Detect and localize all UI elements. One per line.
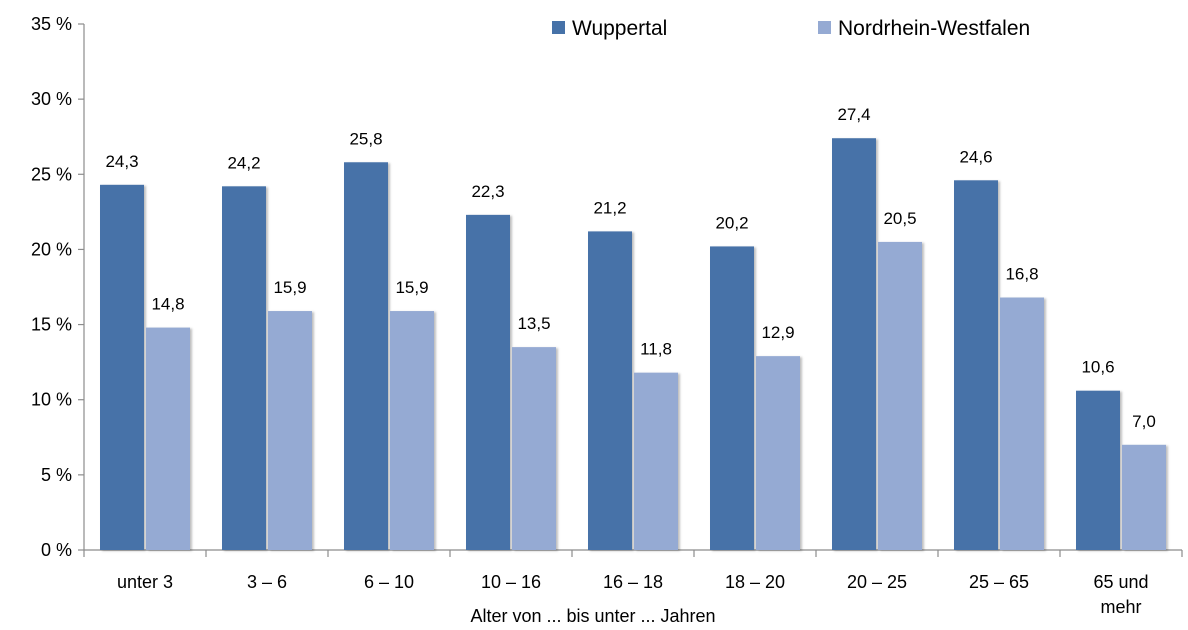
- bar: [344, 162, 388, 550]
- data-label: 24,2: [227, 153, 260, 172]
- data-label: 12,9: [761, 323, 794, 342]
- y-tick-label: 25 %: [31, 164, 72, 184]
- bar: [466, 214, 510, 550]
- bar: [1000, 297, 1044, 550]
- data-label: 16,8: [1005, 265, 1038, 284]
- x-tick-label: 25 – 65: [969, 572, 1029, 592]
- y-tick-label: 0 %: [41, 540, 72, 560]
- bar: [1122, 444, 1166, 550]
- bar: [588, 231, 632, 550]
- x-tick-label: 10 – 16: [481, 572, 541, 592]
- data-label: 10,6: [1081, 358, 1114, 377]
- data-label: 20,2: [715, 213, 748, 232]
- data-labels: 24,3 24,2 25,8 22,3 21,2 20,2 27,4 24,6 10,6 14,8…: [105, 105, 1155, 431]
- y-tick-label: 35 %: [31, 14, 72, 34]
- bar: [100, 184, 144, 550]
- x-tick-label: 3 – 6: [247, 572, 287, 592]
- legend-label: Nordrhein-Westfalen: [838, 17, 1030, 40]
- legend-swatch: [552, 21, 565, 34]
- y-tick-label: 15 %: [31, 315, 72, 335]
- x-tick-label: 16 – 18: [603, 572, 663, 592]
- bar: [710, 246, 754, 550]
- legend-label: Wuppertal: [572, 17, 667, 40]
- data-label: 13,5: [517, 314, 550, 333]
- x-tick-label: mehr: [1100, 597, 1141, 617]
- y-axis: 0 % 5 % 10 % 15 % 20 % 25 % 30 % 35 %: [31, 14, 85, 560]
- bar: [1076, 390, 1120, 550]
- bar: [512, 347, 556, 550]
- data-label: 21,2: [593, 198, 626, 217]
- bar: [390, 311, 434, 550]
- legend: Wuppertal Nordrhein-Westfalen: [552, 17, 1030, 40]
- legend-swatch: [818, 21, 831, 34]
- bars: [100, 138, 1166, 550]
- data-label: 22,3: [471, 182, 504, 201]
- y-tick-label: 30 %: [31, 89, 72, 109]
- bar: [954, 180, 998, 550]
- data-label: 14,8: [151, 295, 184, 314]
- x-axis-title: Alter von ... bis unter ... Jahren: [470, 606, 715, 626]
- bar: [268, 311, 312, 550]
- data-label: 15,9: [273, 278, 306, 297]
- data-label: 7,0: [1132, 412, 1156, 431]
- bar: [634, 372, 678, 550]
- bar: [146, 327, 190, 550]
- bar: [832, 138, 876, 550]
- data-label: 24,3: [105, 152, 138, 171]
- bar: [878, 241, 922, 550]
- data-label: 15,9: [395, 278, 428, 297]
- data-label: 24,6: [959, 147, 992, 166]
- x-tick-label: 6 – 10: [364, 572, 414, 592]
- y-tick-label: 20 %: [31, 239, 72, 259]
- data-label: 27,4: [837, 105, 870, 124]
- bar: [222, 186, 266, 550]
- y-tick-label: 5 %: [41, 465, 72, 485]
- x-tick-label: 20 – 25: [847, 572, 907, 592]
- x-axis: unter 3 3 – 6 6 – 10 10 – 16 16 – 18 18 – 20 2…: [83, 549, 1183, 617]
- data-label: 20,5: [883, 209, 916, 228]
- x-tick-label: 18 – 20: [725, 572, 785, 592]
- y-tick-label: 10 %: [31, 390, 72, 410]
- data-label: 11,8: [640, 340, 672, 359]
- x-tick-label: 65 und: [1093, 572, 1148, 592]
- bar: [756, 356, 800, 550]
- x-tick-label: unter 3: [117, 572, 173, 592]
- data-label: 25,8: [349, 129, 382, 148]
